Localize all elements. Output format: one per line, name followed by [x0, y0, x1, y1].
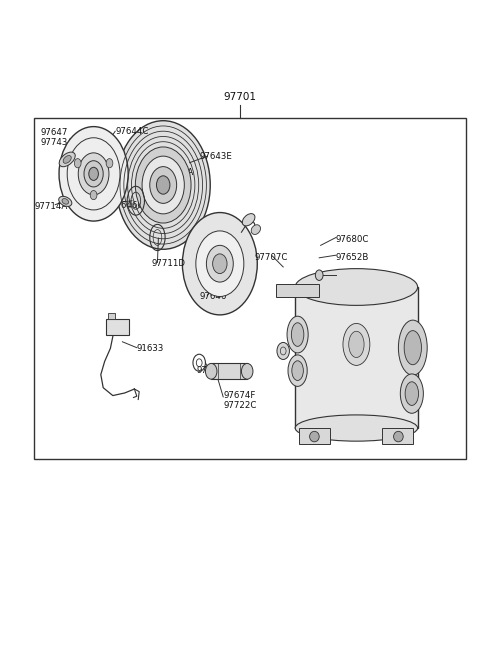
Ellipse shape [291, 323, 304, 346]
Ellipse shape [205, 363, 217, 379]
Ellipse shape [59, 196, 72, 207]
Text: 97643E: 97643E [199, 152, 232, 161]
Ellipse shape [106, 159, 113, 168]
Ellipse shape [348, 331, 364, 358]
Text: 97643A: 97643A [161, 168, 194, 177]
Ellipse shape [62, 199, 69, 204]
Ellipse shape [295, 415, 418, 441]
Ellipse shape [59, 152, 75, 167]
Text: 97707C: 97707C [254, 253, 288, 262]
Ellipse shape [90, 190, 97, 199]
Bar [106, 319, 129, 335]
Ellipse shape [400, 374, 423, 413]
Ellipse shape [135, 147, 191, 223]
Ellipse shape [206, 245, 233, 282]
Ellipse shape [315, 270, 323, 281]
Ellipse shape [277, 342, 289, 359]
Ellipse shape [310, 432, 319, 442]
Ellipse shape [242, 214, 255, 226]
Text: 91633: 91633 [137, 344, 164, 354]
Bar [34, 118, 466, 459]
Ellipse shape [287, 316, 308, 353]
Ellipse shape [89, 167, 98, 180]
Bar [211, 363, 247, 379]
Ellipse shape [251, 225, 261, 234]
Ellipse shape [196, 231, 244, 297]
Bar [276, 283, 319, 297]
Ellipse shape [142, 156, 184, 214]
Text: 97711D: 97711D [151, 259, 185, 268]
Ellipse shape [84, 161, 103, 187]
Ellipse shape [116, 121, 210, 249]
Text: 97646C: 97646C [110, 201, 144, 211]
Bar [299, 428, 330, 445]
Text: 97652B: 97652B [336, 253, 370, 262]
Text: 97749B: 97749B [197, 366, 230, 375]
Text: 97680C: 97680C [336, 235, 370, 244]
Ellipse shape [288, 355, 307, 386]
Ellipse shape [213, 254, 227, 274]
Ellipse shape [405, 382, 419, 405]
Text: 97647
97743A: 97647 97743A [41, 128, 74, 148]
Ellipse shape [343, 323, 370, 365]
Bar [108, 313, 115, 319]
Ellipse shape [398, 320, 427, 375]
Ellipse shape [156, 176, 170, 194]
Ellipse shape [295, 269, 418, 306]
Ellipse shape [394, 432, 403, 442]
Text: 97701: 97701 [224, 92, 256, 102]
Text: 97714A: 97714A [35, 202, 68, 211]
Ellipse shape [241, 363, 253, 379]
Ellipse shape [59, 127, 128, 221]
Bar [295, 287, 418, 428]
Ellipse shape [182, 213, 257, 315]
Ellipse shape [150, 167, 177, 203]
Ellipse shape [74, 159, 81, 168]
Text: 97674F
97722C: 97674F 97722C [223, 390, 257, 410]
Ellipse shape [63, 155, 71, 163]
Ellipse shape [78, 153, 109, 195]
Text: 97646: 97646 [199, 292, 227, 301]
Ellipse shape [292, 361, 303, 380]
Text: 97644C: 97644C [115, 127, 149, 136]
Bar [382, 428, 413, 445]
Ellipse shape [404, 331, 421, 365]
